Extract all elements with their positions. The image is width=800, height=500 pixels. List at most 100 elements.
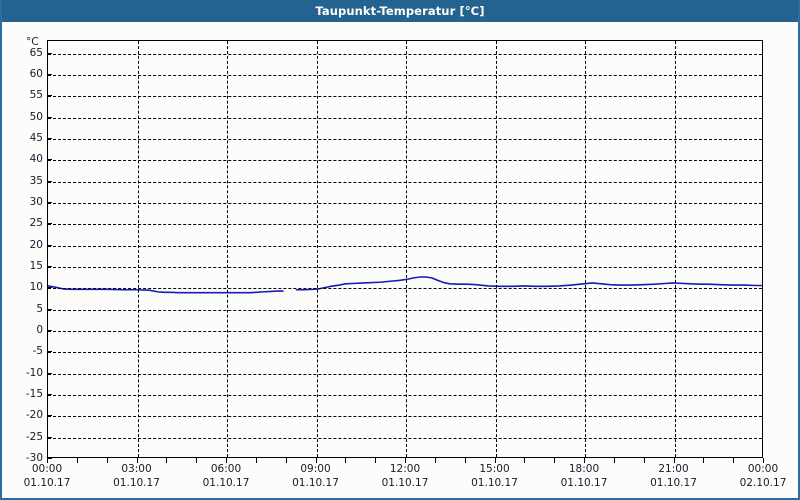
page-title: Taupunkt-Temperatur [°C] <box>315 4 485 18</box>
y-axis-tick-label: 0 <box>36 324 43 337</box>
grid-line-vertical <box>227 41 228 457</box>
chart-canvas: °C 65 60 55 50 45 40 35 30 25 20 15 10 5 0 -5 -10 -15 -20… <box>2 22 798 498</box>
grid-line-horizontal <box>48 309 762 311</box>
y-axis-tick <box>47 415 52 417</box>
grid-line-vertical <box>674 41 676 457</box>
y-axis-tick <box>47 202 52 204</box>
grid-line-horizontal <box>48 139 762 141</box>
y-axis-tick <box>47 223 52 225</box>
grid-line-horizontal <box>48 331 762 333</box>
x-axis-tick <box>643 458 645 463</box>
x-axis-time: 09:00 <box>300 463 331 475</box>
x-axis-date: 01.10.17 <box>292 477 339 489</box>
y-axis-tick-label: -20 <box>25 409 43 422</box>
y-axis-tick-label: 60 <box>29 68 43 81</box>
grid-line-horizontal <box>48 352 762 354</box>
grid-line-horizontal <box>48 117 762 119</box>
x-axis-date: 01.10.17 <box>113 477 160 489</box>
plot-area <box>47 40 763 458</box>
y-axis-tick-label: -30 <box>25 452 43 464</box>
x-axis-tick <box>434 458 436 463</box>
x-axis-date: 01.10.17 <box>471 477 518 489</box>
y-axis-unit-label: °C <box>26 36 39 48</box>
y-axis-tick-label: 25 <box>29 217 43 230</box>
x-axis-tick-label: 00:00 02.10.17 <box>740 462 787 490</box>
y-axis-tick <box>47 52 52 54</box>
x-axis-tick <box>673 458 675 463</box>
x-axis-tick <box>763 458 764 463</box>
x-axis-tick <box>226 458 227 463</box>
x-axis-tick <box>196 458 198 463</box>
x-axis-tick <box>405 458 406 463</box>
y-axis-tick-label: -25 <box>25 430 43 443</box>
y-axis-tick-label: 35 <box>29 174 43 187</box>
x-axis-tick <box>285 458 287 463</box>
x-axis-date: 01.10.17 <box>202 477 250 489</box>
y-axis-tick <box>47 308 52 310</box>
x-axis-time: 00:00 <box>747 463 779 475</box>
x-axis-tick-label: 12:00 01.10.17 <box>382 462 429 490</box>
y-axis-tick-label: 15 <box>29 260 43 273</box>
x-axis-time: 12:00 <box>389 463 421 475</box>
x-axis-tick-label: 03:00 01.10.17 <box>113 462 160 490</box>
x-axis-tick <box>47 458 48 463</box>
grid-line-horizontal <box>48 224 762 226</box>
y-axis-tick <box>47 138 52 140</box>
grid-line-horizontal <box>48 437 762 439</box>
x-axis-date: 01.10.17 <box>381 477 429 489</box>
y-axis-tick <box>47 95 52 97</box>
x-axis-tick <box>524 458 526 463</box>
x-axis-tick <box>106 458 108 463</box>
x-axis-time: 06:00 <box>210 463 242 475</box>
y-axis-tick <box>47 159 52 161</box>
grid-line-vertical <box>137 41 139 457</box>
grid-line-horizontal <box>48 373 762 375</box>
y-axis-tick-label: -10 <box>25 366 43 379</box>
x-axis-tick <box>703 458 705 463</box>
x-axis-tick <box>494 458 496 463</box>
x-axis: 00:00 01.10.17 03:00 01.10.17 06:00 01.10.17 0… <box>2 458 798 498</box>
x-axis-tick <box>733 458 735 463</box>
x-axis-date: 02.10.17 <box>739 477 787 489</box>
x-axis-date: 01.10.17 <box>23 477 71 489</box>
x-axis-tick <box>255 458 257 463</box>
x-axis-tick <box>315 458 317 463</box>
x-axis-date: 01.10.17 <box>650 477 697 489</box>
x-axis-tick <box>584 458 585 463</box>
y-axis: 65 60 55 50 45 40 35 30 25 20 15 10 5 0 -5 -10 -15 -20 -25… <box>2 40 43 464</box>
x-axis-tick-label: 09:00 01.10.17 <box>292 462 339 490</box>
y-axis-tick-label: 20 <box>29 238 43 251</box>
x-axis-tick-label: 18:00 01.10.17 <box>561 462 608 490</box>
x-axis-tick <box>464 458 466 463</box>
y-axis-tick <box>47 266 52 268</box>
y-axis-tick-label: 5 <box>36 302 43 315</box>
x-axis-date: 01.10.17 <box>560 477 608 489</box>
y-axis-tick <box>47 394 52 396</box>
y-axis-tick-label: 10 <box>29 281 43 294</box>
y-axis-tick <box>47 180 52 182</box>
series-polyline <box>295 276 762 291</box>
y-axis-tick <box>47 458 52 459</box>
x-axis-tick <box>166 458 168 463</box>
x-axis-tick <box>345 458 347 463</box>
y-axis-tick <box>47 372 52 374</box>
x-axis-tick-label: 00:00 01.10.17 <box>24 462 71 490</box>
y-axis-tick-label: -15 <box>25 388 43 401</box>
y-axis-tick <box>47 74 52 76</box>
x-axis-time: 00:00 <box>31 463 63 475</box>
grid-line-horizontal <box>48 75 762 77</box>
grid-line-horizontal <box>48 53 762 55</box>
window-title-bar: Taupunkt-Temperatur [°C] <box>2 0 798 22</box>
y-axis-tick-label: 65 <box>29 46 43 59</box>
grid-line-horizontal <box>48 288 762 290</box>
y-axis-tick <box>47 436 52 438</box>
grid-line-horizontal <box>48 96 762 98</box>
x-axis-tick-label: 15:00 01.10.17 <box>471 462 518 490</box>
grid-line-horizontal <box>48 416 762 418</box>
x-axis-time: 21:00 <box>658 463 689 475</box>
x-axis-tick <box>554 458 556 463</box>
grid-line-horizontal <box>48 160 762 162</box>
grid-line-vertical <box>495 41 497 457</box>
x-axis-tick <box>613 458 615 463</box>
